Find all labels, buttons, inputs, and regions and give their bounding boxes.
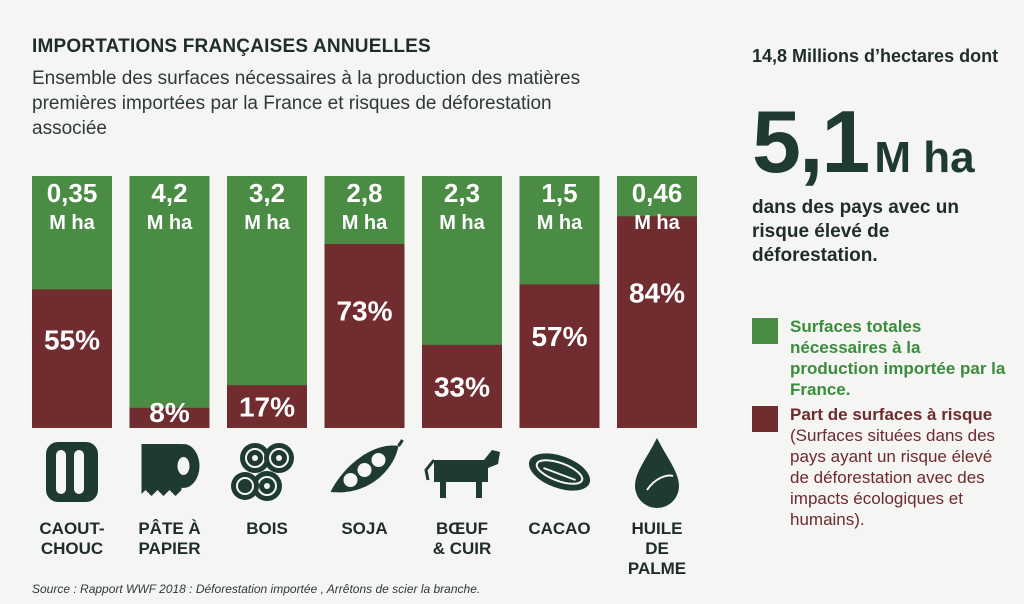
bar-unit-label: M ha [439,212,485,234]
legend-label-total: Surfaces totales nécessaires à la produc… [790,317,1006,399]
category-label: CAOUT-CHOUC [39,519,104,558]
category-label: PÂTE À PAPIER [138,519,200,558]
bar-risk-label: 17% [239,392,295,423]
total-surface-text: 14,8 Millions d’hectares dont [752,46,999,66]
bar-unit-label: M ha [49,212,95,234]
bar-risk [32,289,112,428]
bar-risk [227,385,307,428]
bar-risk [324,244,405,428]
bar-risk [422,344,502,428]
bar-unit-label: M ha [244,212,290,234]
risk-total-description: dans des pays avec un risque élevé de dé… [752,197,959,266]
category-label: HUILE DE PALME [628,519,686,578]
bar-risk-label: 73% [336,295,392,326]
bar-risk-label: 55% [44,324,100,355]
legend-label-risk: Part de surfaces à risque [790,405,993,424]
legend-detail-risk: (Surfaces situées dans des pays ayant un… [790,426,996,529]
bar-unit-label: M ha [342,212,388,234]
category-label: BŒUF & CUIR [433,519,492,558]
bar-risk [129,407,210,428]
bar-risk-label: 33% [434,371,490,402]
bar-risk-label: 57% [531,321,587,352]
legend-swatch-risk [752,406,778,432]
risk-total-unit: M ha [874,133,975,182]
bar-risk-label: 8% [149,397,190,428]
category-label: CACAO [528,519,590,538]
legend-swatch-total [752,318,778,344]
category-label: SOJA [341,519,387,538]
bar-risk [519,284,600,428]
oil-drop-icon [635,438,679,508]
chart-title: IMPORTATIONS FRANÇAISES ANNUELLES [32,36,431,57]
soy-pod-icon [330,439,404,493]
risk-total-number: 5,1 [752,92,870,191]
source-note: Source : Rapport WWF 2018 : Déforestatio… [32,582,481,596]
category-label: BOIS [246,519,288,538]
bar-unit-label: M ha [537,212,583,234]
bar-total-label: 0,46 [632,178,683,208]
bar-risk-label: 84% [629,278,685,309]
legend-text-risk: Part de surfaces à risque (Surfaces situ… [790,404,1010,530]
logs-icon [231,443,294,501]
bar-total-label: 0,35 [47,178,98,208]
chart-subtitle: Ensemble des surfaces nécessaires à la p… [32,68,581,139]
cow-icon [424,450,500,498]
paper-roll-icon [141,444,200,496]
bar-unit-label: M ha [147,212,193,234]
bar-total [129,176,210,428]
bar-total-label: 1,5 [541,178,577,208]
bar-total-label: 2,3 [444,178,480,208]
legend-item-risk: Part de surfaces à risque (Surfaces situ… [752,404,1010,530]
cocoa-pod-icon [528,453,591,491]
bar-total-label: 2,8 [346,178,382,208]
bar-total-label: 3,2 [249,178,285,208]
legend-item-total: Surfaces totales nécessaires à la produc… [752,316,1010,400]
risk-total-figure: 5,1 M ha [752,92,975,192]
bar-total-label: 4,2 [151,178,187,208]
tire-icon [46,442,98,502]
bar-unit-label: M ha [634,212,680,234]
bar-risk [617,216,697,428]
